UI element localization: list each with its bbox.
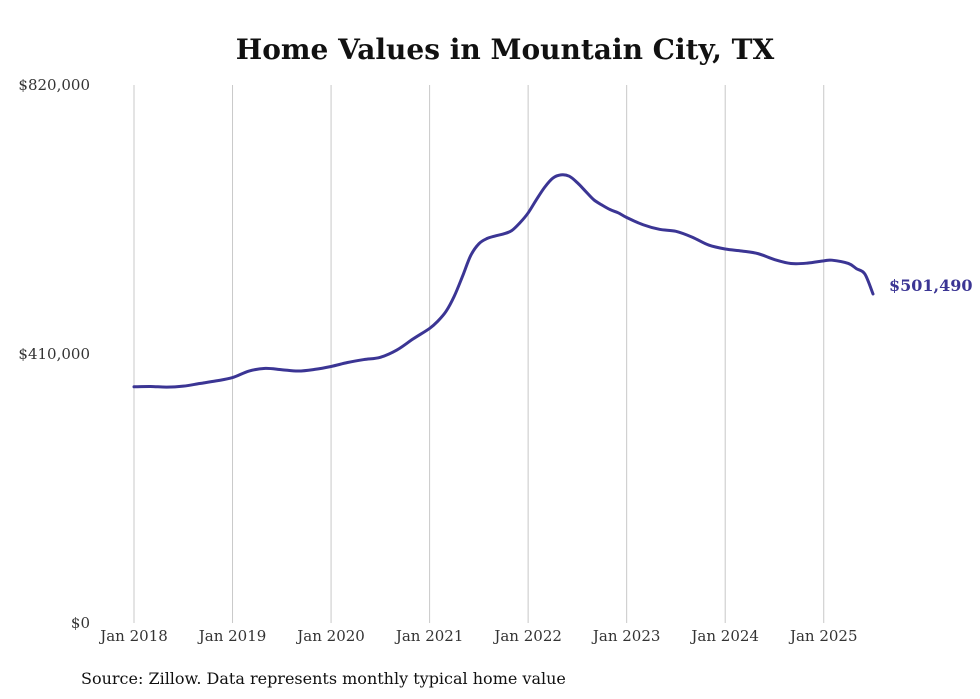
- x-tick-label: Jan 2021: [394, 627, 464, 645]
- y-axis-ticks: $0 $410,000 $820,000: [18, 76, 90, 632]
- gridlines: [133, 85, 825, 623]
- series-layer: $501,490: [132, 173, 973, 389]
- x-tick-label: Jan 2018: [98, 627, 168, 645]
- end-value-label: $501,490: [889, 276, 973, 295]
- x-axis-ticks: Jan 2018 Jan 2019 Jan 2020 Jan 2021 Jan 2022…: [98, 627, 857, 645]
- x-tick-label: Jan 2023: [591, 627, 661, 645]
- home-value-line: [132, 173, 875, 389]
- x-tick-label: Jan 2022: [492, 627, 562, 645]
- chart-title: Home Values in Mountain City, TX: [236, 33, 775, 66]
- source-note: Source: Zillow. Data represents monthly …: [81, 669, 566, 688]
- x-tick-label: Jan 2024: [689, 627, 759, 645]
- y-tick-label: $410,000: [18, 345, 90, 363]
- y-tick-label: $0: [71, 614, 90, 632]
- x-tick-label: Jan 2019: [197, 627, 267, 645]
- x-tick-label: Jan 2020: [295, 627, 365, 645]
- y-tick-label: $820,000: [18, 76, 90, 94]
- x-tick-label: Jan 2025: [788, 627, 858, 645]
